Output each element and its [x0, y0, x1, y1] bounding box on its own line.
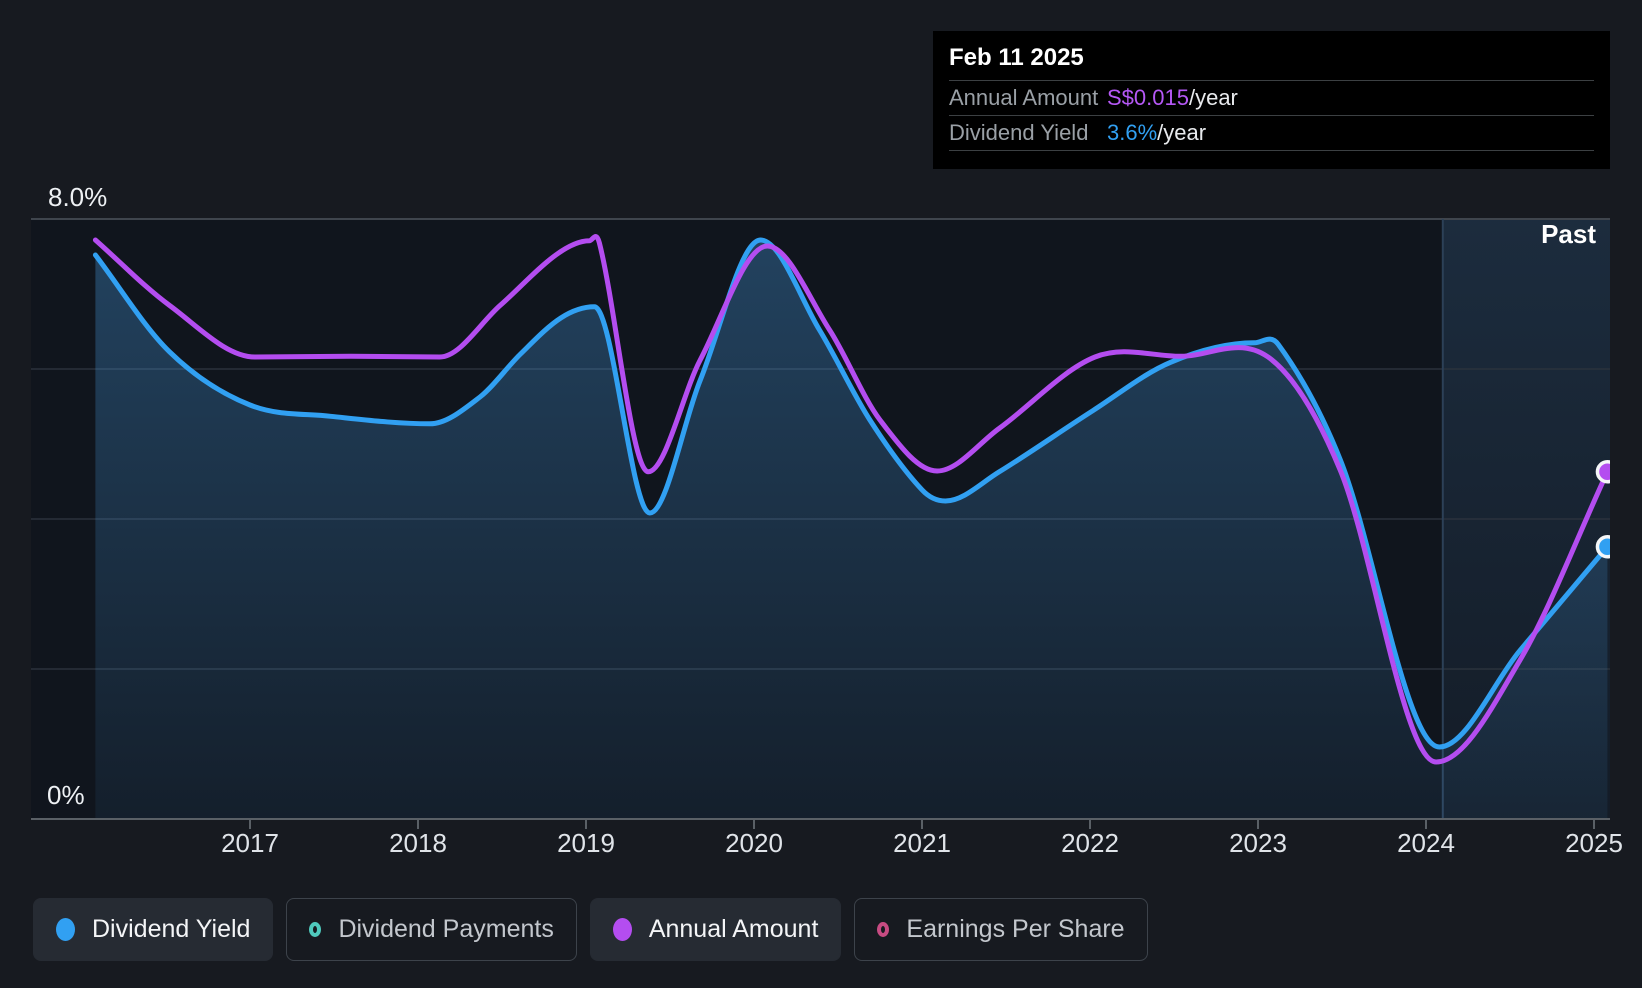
tooltip-value: 3.6%/year: [1107, 120, 1206, 146]
tooltip-label: Dividend Yield: [949, 120, 1089, 145]
chart-tooltip: Feb 11 2025 Annual Amount S$0.015/year D…: [933, 31, 1610, 169]
tooltip-label: Annual Amount: [949, 85, 1099, 110]
earnings-per-share-ring-icon: [877, 922, 890, 937]
tooltip-dividend-yield-value: 3.6%: [1107, 120, 1158, 145]
tooltip-value-suffix: /year: [1188, 85, 1238, 110]
tooltip-row-annual-amount: Annual Amount S$0.015/year: [949, 81, 1594, 116]
dividend-yield-end-dot: [1595, 535, 1610, 559]
legend-button-earnings-per-share[interactable]: Earnings Per Share: [854, 898, 1148, 961]
legend-label: Annual Amount: [648, 915, 819, 943]
dividend-yield-dot-icon: [56, 918, 75, 941]
legend-label: Dividend Payments: [338, 915, 554, 943]
x-axis-label: 2018: [389, 828, 447, 858]
x-axis-label: 2024: [1397, 828, 1455, 858]
x-axis-label: 2017: [221, 828, 279, 858]
annual-amount-end-dot: [1595, 460, 1610, 484]
x-axis-label: 2021: [893, 828, 951, 858]
x-axis-label: 2022: [1061, 828, 1119, 858]
chart-legend: Dividend Yield Dividend Payments Annual …: [33, 898, 1148, 961]
legend-label: Earnings Per Share: [906, 915, 1125, 943]
y-axis-label-bottom: 0%: [47, 780, 85, 810]
tooltip-row-dividend-yield: Dividend Yield 3.6%/year: [949, 116, 1594, 151]
tooltip-value-suffix: /year: [1157, 120, 1207, 145]
tooltip-value: S$0.015/year: [1107, 85, 1238, 111]
annual-amount-dot-icon: [612, 918, 632, 941]
y-axis-label-top: 8.0%: [48, 182, 108, 212]
dividend-yield-line: [92, 237, 1610, 750]
x-axis-label: 2025: [1565, 828, 1623, 858]
yield-area-fill: [95, 240, 1608, 818]
tooltip-date: Feb 11 2025: [949, 31, 1594, 81]
legend-button-dividend-payments[interactable]: Dividend Payments: [286, 898, 577, 961]
legend-button-annual-amount[interactable]: Annual Amount: [589, 898, 842, 961]
dividend-payments-ring-icon: [309, 922, 322, 937]
past-region-label: Past: [1541, 219, 1596, 249]
annual-amount-line: [92, 234, 1610, 765]
x-axis-label: 2020: [725, 828, 783, 858]
x-axis-label: 2019: [557, 828, 615, 858]
legend-label: Dividend Yield: [92, 915, 251, 943]
tooltip-annual-amount-value: S$0.015: [1107, 85, 1189, 110]
legend-button-dividend-yield[interactable]: Dividend Yield: [33, 898, 274, 961]
x-axis-label: 2023: [1229, 828, 1287, 858]
